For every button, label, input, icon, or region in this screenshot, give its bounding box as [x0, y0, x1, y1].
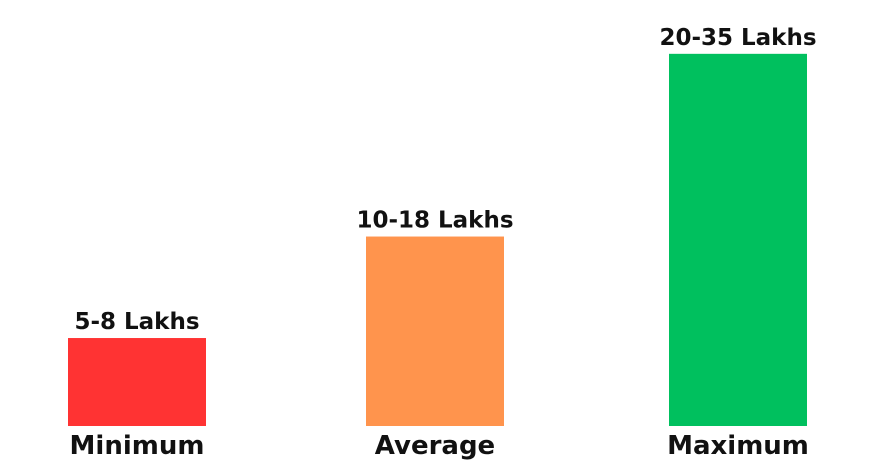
- category-label-average: Average: [375, 431, 495, 461]
- value-label-average: 10-18 Lakhs: [356, 208, 513, 234]
- bar-maximum: [669, 53, 807, 426]
- category-label-maximum: Maximum: [667, 431, 809, 461]
- category-label-minimum: Minimum: [70, 431, 205, 461]
- value-labels-layer: 5-8 Lakhs 10-18 Lakhs 20-35 Lakhs: [74, 25, 816, 335]
- value-label-maximum: 20-35 Lakhs: [659, 25, 816, 51]
- bar-minimum: [68, 338, 206, 426]
- bar-average: [366, 236, 504, 426]
- bars-layer: [68, 53, 807, 426]
- value-label-minimum: 5-8 Lakhs: [74, 309, 199, 335]
- category-labels-layer: Minimum Average Maximum: [70, 431, 809, 461]
